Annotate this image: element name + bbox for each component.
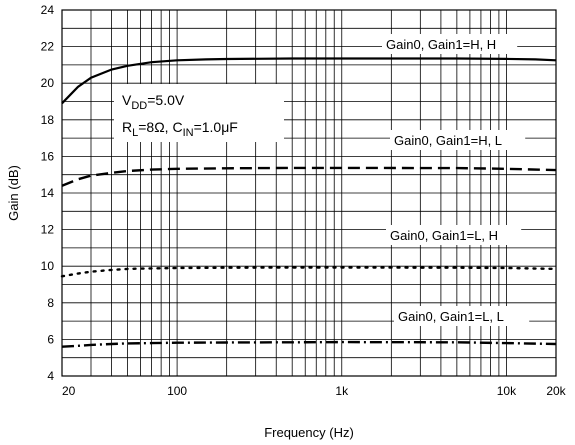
y-tick-label: 8 bbox=[47, 296, 54, 310]
series-annotation: Gain0, Gain1=L, L bbox=[398, 309, 504, 324]
y-tick-label: 4 bbox=[47, 369, 54, 383]
series-line bbox=[61, 340, 557, 348]
annotation-bg bbox=[390, 130, 526, 150]
y-tick-label: 6 bbox=[47, 332, 54, 346]
condition-vdd: VDD=5.0V bbox=[122, 92, 185, 112]
annotation-bg bbox=[394, 306, 530, 326]
series-annotation: Gain0, Gain1=H, H bbox=[386, 37, 496, 52]
x-tick-label: 100 bbox=[167, 384, 187, 398]
annotation-bg bbox=[382, 34, 518, 54]
x-tick-label: 1k bbox=[335, 384, 349, 398]
x-axis-title: Frequency (Hz) bbox=[264, 425, 354, 440]
series-annotation: Gain0, Gain1=H, L bbox=[394, 133, 502, 148]
series-lines bbox=[60, 57, 558, 348]
x-tick-label: 20 bbox=[62, 384, 76, 398]
series-annotation: Gain0, Gain1=L, H bbox=[390, 228, 498, 243]
y-tick-label: 12 bbox=[41, 223, 55, 237]
conditions-box bbox=[114, 84, 284, 142]
y-tick-label: 10 bbox=[41, 259, 55, 273]
y-tick-label: 16 bbox=[41, 149, 55, 163]
series-line bbox=[60, 266, 558, 278]
y-tick-label: 14 bbox=[41, 186, 55, 200]
y-tick-label: 22 bbox=[41, 40, 55, 54]
annotation-bg bbox=[386, 225, 522, 245]
series-annotations: Gain0, Gain1=H, H Gain0, Gain1=H, L Gain0,… bbox=[382, 34, 530, 326]
series-line bbox=[61, 166, 557, 187]
x-tick-label: 20k bbox=[546, 384, 566, 398]
y-tick-label: 24 bbox=[41, 3, 55, 17]
y-tick-label: 20 bbox=[41, 76, 55, 90]
condition-load: RL=8Ω, CIN=1.0μF bbox=[122, 119, 238, 139]
y-axis-title: Gain (dB) bbox=[6, 165, 21, 221]
tick-labels: 4 6 8 10 12 14 16 18 20 22 24 20 100 1k 10k 20k bbox=[41, 3, 567, 398]
x-tick-label: 10k bbox=[497, 384, 517, 398]
plot-frame bbox=[61, 9, 557, 377]
y-tick-label: 18 bbox=[41, 113, 55, 127]
series-line bbox=[61, 57, 557, 105]
